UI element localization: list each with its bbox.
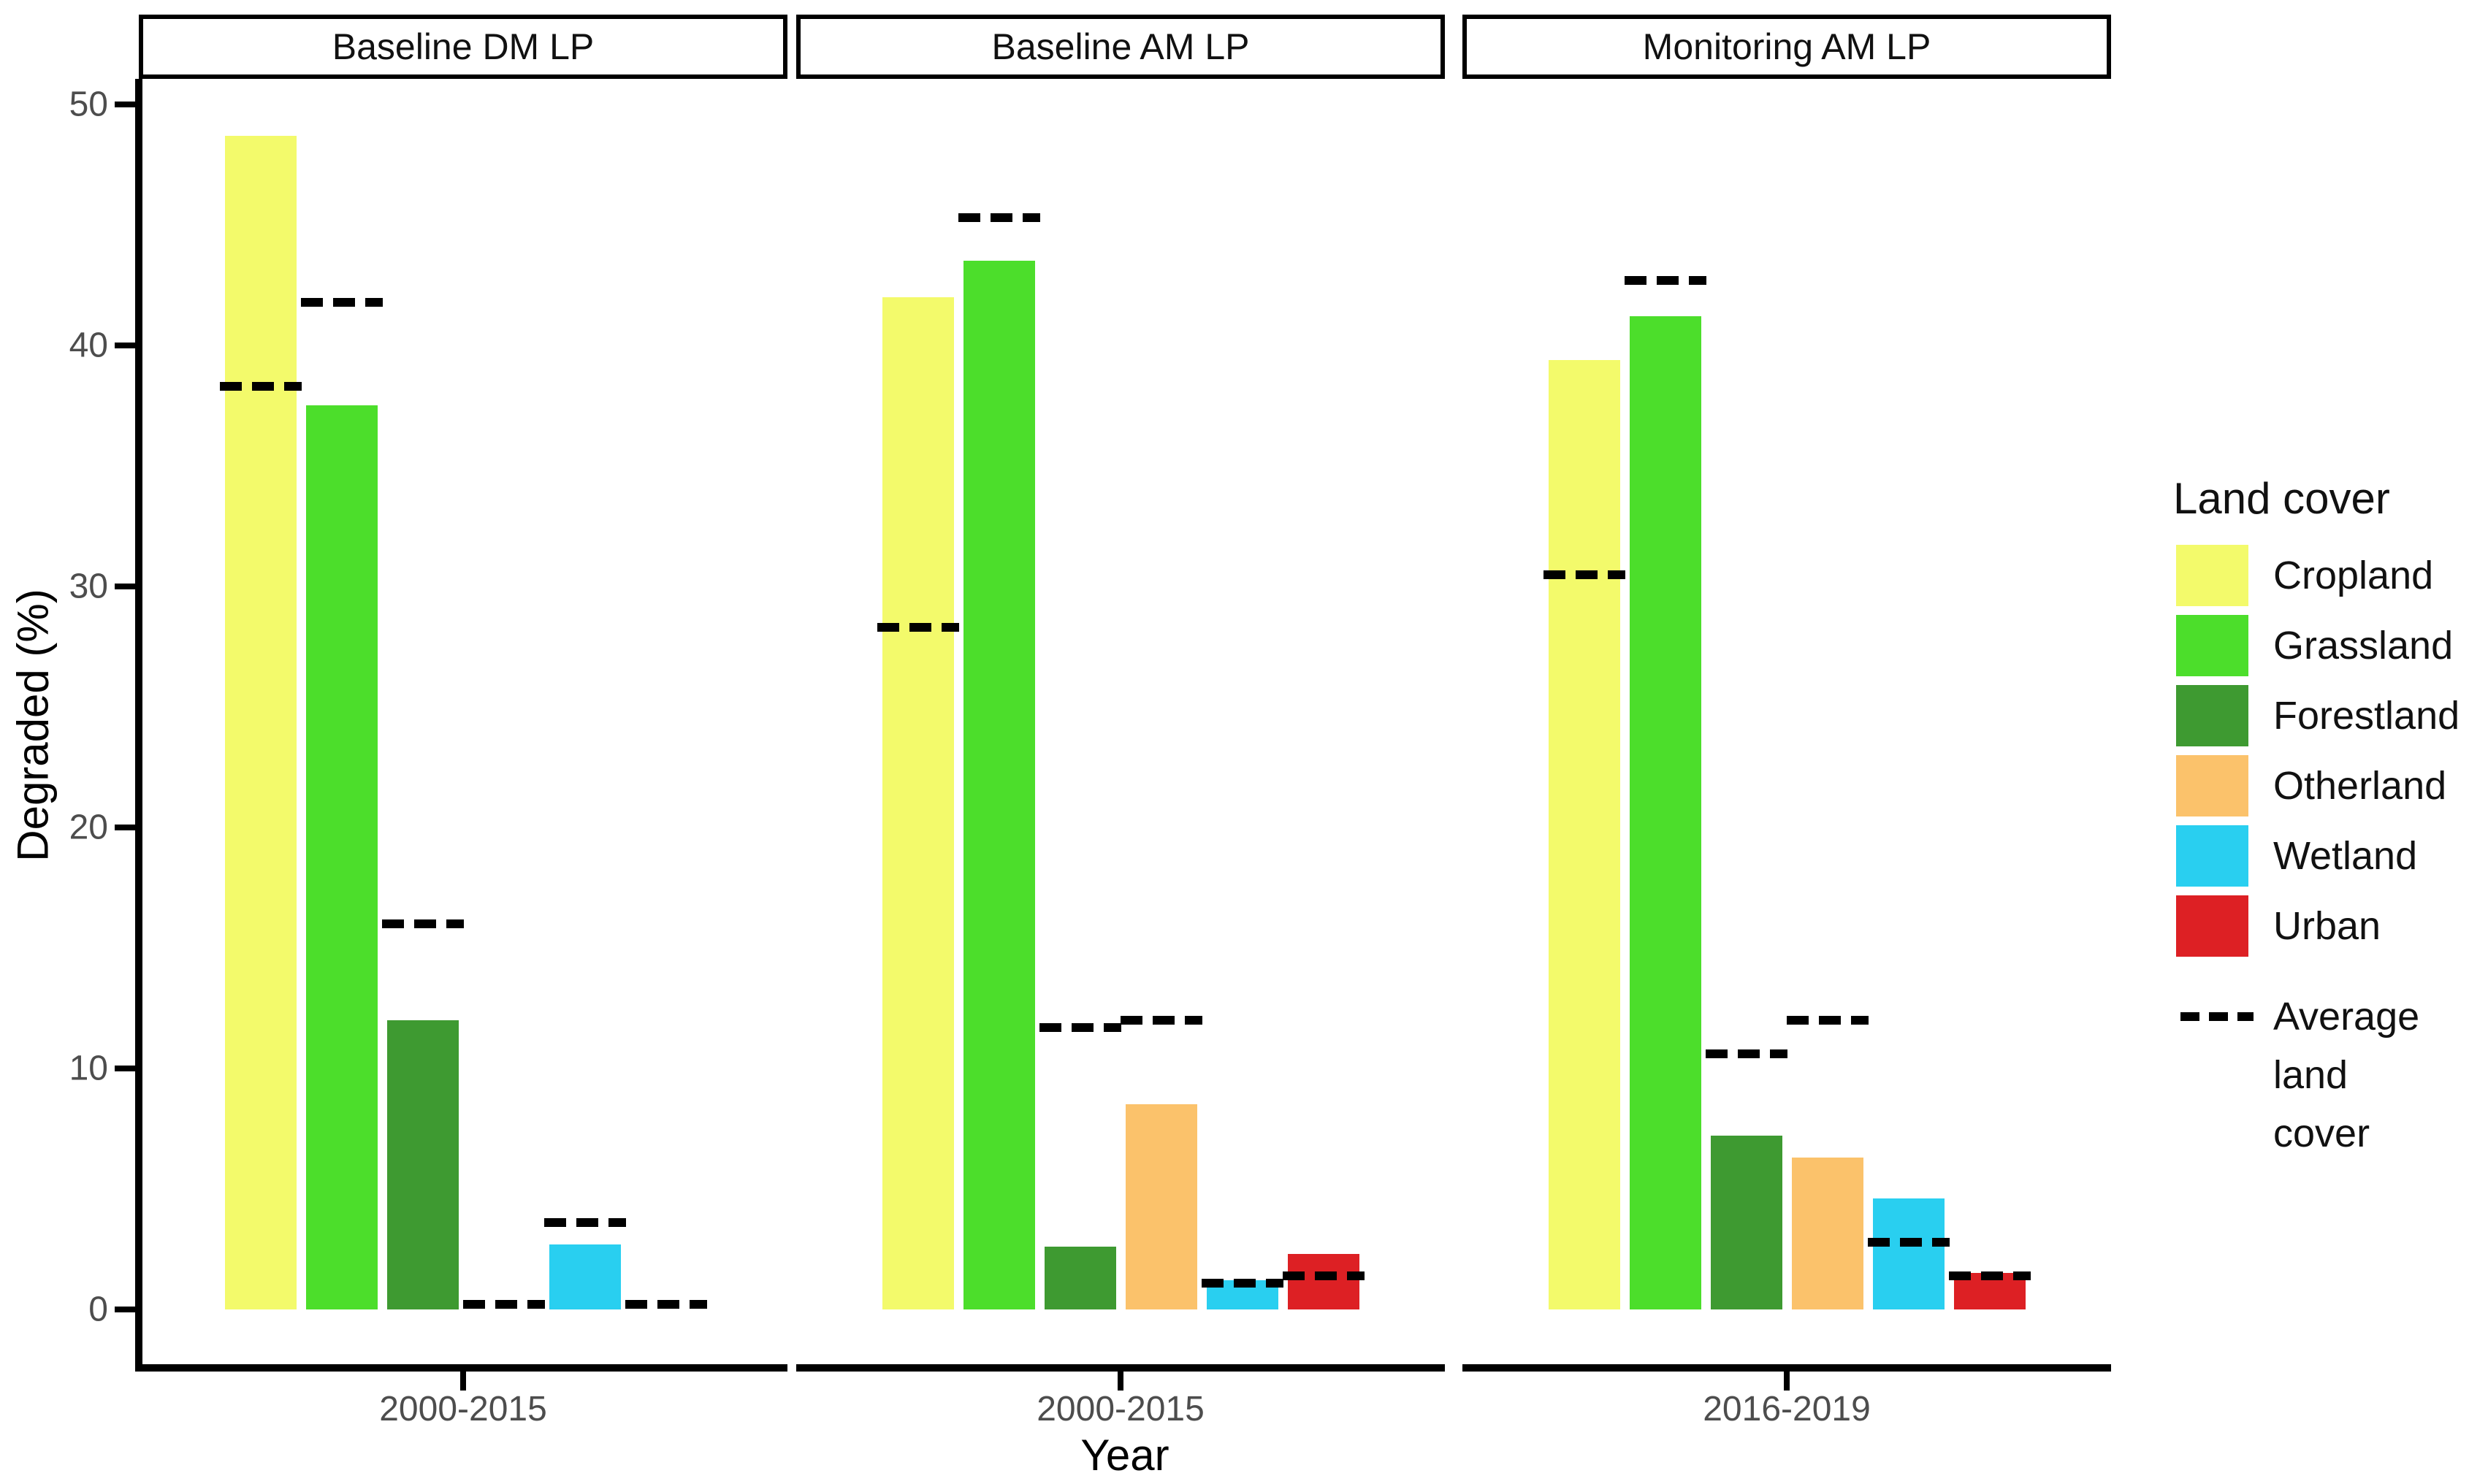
bar-urban-baseline-am-lp xyxy=(1287,1254,1359,1309)
x-axis-tick-baseline-dm-lp xyxy=(460,1372,466,1391)
y-axis-tick-label: 40 xyxy=(69,326,108,365)
bar-forestland-monitoring-am-lp xyxy=(1710,1136,1782,1309)
legend-title: Land cover xyxy=(2173,474,2390,523)
y-axis-tick-label: 10 xyxy=(69,1049,108,1088)
y-axis-tick-label: 20 xyxy=(69,808,108,847)
x-axis-tick-monitoring-am-lp xyxy=(1784,1372,1790,1391)
average-dash-grassland-baseline-dm-lp xyxy=(300,297,383,307)
average-dash-wetland-baseline-am-lp xyxy=(1201,1278,1283,1288)
average-dash-urban-monitoring-am-lp xyxy=(1948,1271,2031,1280)
facet-strip-baseline-am-lp: Baseline AM LP xyxy=(796,15,1445,79)
facet-strip-baseline-dm-lp: Baseline DM LP xyxy=(139,15,787,79)
bar-wetland-monitoring-am-lp xyxy=(1872,1198,1945,1309)
bar-wetland-baseline-dm-lp xyxy=(549,1244,621,1309)
average-dash-cropland-baseline-am-lp xyxy=(877,623,959,632)
average-dash-forestland-baseline-dm-lp xyxy=(381,919,464,928)
average-dash-otherland-monitoring-am-lp xyxy=(1786,1016,1869,1025)
legend-average-label-line: cover xyxy=(2273,1112,2370,1155)
y-axis-tick xyxy=(115,343,135,348)
average-dash-forestland-monitoring-am-lp xyxy=(1705,1049,1787,1059)
x-axis-line-baseline-am-lp xyxy=(796,1364,1445,1372)
x-axis-tick-baseline-am-lp xyxy=(1118,1372,1123,1391)
bar-cropland-monitoring-am-lp xyxy=(1548,360,1620,1309)
legend-label-otherland: Otherland xyxy=(2273,764,2447,808)
average-dash-grassland-baseline-am-lp xyxy=(958,213,1040,223)
average-dash-grassland-monitoring-am-lp xyxy=(1624,275,1706,285)
x-axis-tick-label-baseline-dm-lp: 2000-2015 xyxy=(379,1390,547,1428)
legend-swatch-grassland xyxy=(2176,615,2248,676)
average-dash-otherland-baseline-dm-lp xyxy=(462,1300,545,1309)
legend-label-urban: Urban xyxy=(2273,904,2381,948)
y-axis-tick-label: 0 xyxy=(88,1290,108,1329)
y-axis-line xyxy=(135,79,142,1372)
bar-otherland-monitoring-am-lp xyxy=(1791,1158,1863,1309)
y-axis-tick xyxy=(115,825,135,830)
legend-average-label-line: Average xyxy=(2273,995,2420,1039)
y-axis-tick-label: 50 xyxy=(69,85,108,124)
legend-swatch-otherland xyxy=(2176,755,2248,816)
bar-grassland-baseline-am-lp xyxy=(963,261,1035,1309)
x-axis-title: Year xyxy=(1080,1431,1169,1480)
x-axis-tick-label-baseline-am-lp: 2000-2015 xyxy=(1037,1390,1205,1428)
bar-cropland-baseline-am-lp xyxy=(882,297,954,1309)
legend-label-forestland: Forestland xyxy=(2273,694,2460,738)
bar-grassland-monitoring-am-lp xyxy=(1629,316,1701,1309)
legend-label-wetland: Wetland xyxy=(2273,834,2418,878)
y-axis-tick xyxy=(115,1066,135,1071)
bar-grassland-baseline-dm-lp xyxy=(305,405,378,1309)
x-axis-tick-label-monitoring-am-lp: 2016-2019 xyxy=(1703,1390,1871,1428)
bar-otherland-baseline-am-lp xyxy=(1125,1104,1197,1309)
legend-swatch-forestland xyxy=(2176,685,2248,746)
legend-label-cropland: Cropland xyxy=(2273,554,2434,597)
legend-swatch-wetland xyxy=(2176,825,2248,887)
bar-forestland-baseline-am-lp xyxy=(1044,1247,1116,1309)
bar-forestland-baseline-dm-lp xyxy=(386,1020,459,1309)
legend-average-label: Average land cover xyxy=(2273,987,2419,1163)
y-axis-tick xyxy=(115,1307,135,1312)
legend-swatch-cropland xyxy=(2176,545,2248,606)
average-dash-urban-baseline-am-lp xyxy=(1282,1271,1365,1280)
y-axis-tick-label: 30 xyxy=(69,567,108,606)
average-dash-urban-baseline-dm-lp xyxy=(625,1300,707,1309)
average-dash-cropland-monitoring-am-lp xyxy=(1543,570,1625,579)
legend-average-label-line: land xyxy=(2273,1053,2348,1097)
y-axis-tick xyxy=(115,584,135,589)
facet-strip-monitoring-am-lp: Monitoring AM LP xyxy=(1462,15,2111,79)
average-dash-cropland-baseline-dm-lp xyxy=(219,382,302,391)
legend-swatch-urban xyxy=(2176,895,2248,957)
x-axis-line-monitoring-am-lp xyxy=(1462,1364,2111,1372)
average-dash-wetland-monitoring-am-lp xyxy=(1867,1237,1950,1247)
average-dash-otherland-baseline-am-lp xyxy=(1120,1016,1202,1025)
y-axis-tick xyxy=(115,102,135,107)
legend-average-dash-key xyxy=(2180,1012,2254,1021)
average-dash-forestland-baseline-am-lp xyxy=(1039,1022,1121,1032)
bar-cropland-baseline-dm-lp xyxy=(224,136,297,1309)
average-dash-wetland-baseline-dm-lp xyxy=(543,1218,626,1228)
legend-label-grassland: Grassland xyxy=(2273,624,2454,668)
x-axis-line-baseline-dm-lp xyxy=(139,1364,787,1372)
